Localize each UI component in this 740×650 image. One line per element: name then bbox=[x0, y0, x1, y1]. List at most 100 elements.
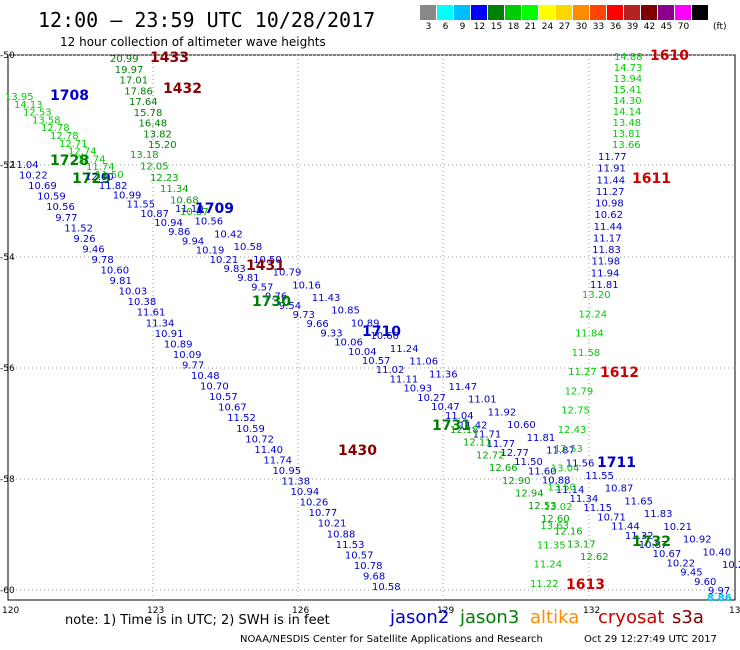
wave-height-value: 10.26 bbox=[300, 498, 329, 509]
wave-height-value: 10.95 bbox=[272, 466, 301, 477]
wave-height-value: 13.66 bbox=[612, 140, 641, 151]
wave-height-value: 12.60 bbox=[541, 514, 570, 525]
wave-height-value: 11.02 bbox=[376, 365, 405, 376]
wave-height-value: 14.30 bbox=[613, 96, 642, 107]
wave-height-value: 10.19 bbox=[196, 246, 225, 257]
wave-height-value: 9.46 bbox=[82, 244, 104, 255]
sat-label-altika: altika bbox=[530, 607, 580, 628]
wave-height-value: 13.58 bbox=[32, 115, 61, 126]
wave-height-value: 11.34 bbox=[146, 318, 175, 329]
wave-height-value: 12.94 bbox=[515, 489, 544, 500]
legend-swatch bbox=[692, 5, 709, 20]
legend-swatch bbox=[675, 5, 692, 20]
wave-height-value: 11.77 bbox=[486, 439, 515, 450]
wave-height-value: 10.89 bbox=[164, 339, 193, 350]
wave-height-value: 9.77 bbox=[182, 360, 204, 371]
legend-swatch bbox=[658, 5, 675, 20]
wave-height-value: 9.81 bbox=[110, 276, 132, 287]
color-scale-unit: (ft) bbox=[713, 22, 727, 32]
map-subtitle: 12 hour collection of altimeter wave hei… bbox=[60, 35, 326, 49]
wave-height-value: 11.58 bbox=[572, 348, 601, 359]
wave-height-value: 11.04 bbox=[10, 160, 39, 171]
wave-height-value: 10.16 bbox=[292, 280, 321, 291]
wave-height-value: 9.66 bbox=[307, 319, 329, 330]
wave-height-value: 11.61 bbox=[137, 308, 166, 319]
wave-height-value: 10.48 bbox=[191, 371, 220, 382]
wave-height-value: 11.92 bbox=[488, 407, 517, 418]
wave-height-value: 10.56 bbox=[46, 202, 75, 213]
wave-height-value: 10.93 bbox=[403, 384, 432, 395]
wave-height-value: 11.10 bbox=[175, 204, 204, 215]
wave-height-value: 12.53 bbox=[528, 501, 557, 512]
color-scale-ticks: 3 6 9 12 15 18 21 24 27 30 33 36 39 42 45 70 bbox=[420, 22, 692, 32]
wave-height-value: 11.42 bbox=[459, 420, 488, 431]
legend-swatch bbox=[488, 5, 505, 20]
wave-height-value: 11.77 bbox=[598, 152, 627, 163]
wave-height-value: 11.38 bbox=[282, 477, 311, 488]
wave-height-value: 11.44 bbox=[594, 222, 623, 233]
legend-tick: 21 bbox=[524, 22, 537, 32]
lat-tick-label: -56 bbox=[0, 364, 15, 374]
legend-tick: 15 bbox=[490, 22, 503, 32]
wave-height-value: 10.60 bbox=[507, 420, 536, 431]
wave-height-value: 11.84 bbox=[575, 329, 604, 340]
wave-height-value: 9.97 bbox=[708, 586, 730, 597]
sat-label-jason2: jason2 bbox=[390, 607, 450, 628]
wave-height-value: 10.69 bbox=[28, 181, 57, 192]
legend-swatch bbox=[437, 5, 454, 20]
wave-height-value: 9.76 bbox=[265, 292, 287, 303]
wave-height-value: 10.88 bbox=[542, 476, 571, 487]
track-id-label: 1731 bbox=[432, 418, 471, 434]
color-scale-legend bbox=[420, 5, 709, 20]
lat-tick-label: -58 bbox=[0, 475, 15, 485]
wave-height-value: 17.64 bbox=[129, 97, 158, 108]
wave-height-value: 10.88 bbox=[327, 529, 356, 540]
wave-height-value: 9.33 bbox=[320, 328, 342, 339]
wave-height-value: 9.83 bbox=[223, 264, 245, 275]
wave-height-value: 13.94 bbox=[614, 74, 643, 85]
wave-height-value: 10.59 bbox=[236, 424, 265, 435]
wave-height-value: 10.87 bbox=[140, 209, 169, 220]
wave-height-value: 10.47 bbox=[431, 402, 460, 413]
wave-height-value: 11.24 bbox=[533, 560, 562, 571]
wave-height-value: 11.36 bbox=[429, 369, 458, 380]
wave-height-value: 12.53 bbox=[554, 444, 583, 455]
lat-tick-label: -54 bbox=[0, 253, 15, 263]
wave-height-value: 11.32 bbox=[625, 531, 654, 542]
legend-swatch bbox=[539, 5, 556, 20]
legend-tick: 6 bbox=[442, 22, 449, 32]
wave-height-value: 10.58 bbox=[372, 582, 401, 593]
wave-height-value: 13.63 bbox=[540, 521, 569, 532]
wave-height-value: 12.53 bbox=[23, 108, 52, 119]
legend-swatch bbox=[624, 5, 641, 20]
wave-height-value: 10.62 bbox=[594, 210, 623, 221]
wave-height-value: 10.70 bbox=[200, 382, 229, 393]
wave-height-value: 10.98 bbox=[595, 199, 624, 210]
wave-height-value: 11.50 bbox=[514, 457, 543, 468]
wave-height-value: 12.05 bbox=[140, 161, 169, 172]
track-id-label: 1432 bbox=[163, 81, 202, 97]
track-id-label: 1610 bbox=[650, 48, 689, 64]
wave-height-value: 12.66 bbox=[489, 463, 518, 474]
wave-height-value: 12.11 bbox=[463, 438, 492, 449]
wave-height-value: 13.95 bbox=[5, 92, 34, 103]
wave-height-value: 11.34 bbox=[160, 184, 189, 195]
wave-height-value: 11.04 bbox=[445, 411, 474, 422]
lon-tick-label: 120 bbox=[2, 606, 19, 616]
lon-tick-label: 123 bbox=[147, 606, 164, 616]
lon-tick-label: 126 bbox=[292, 606, 309, 616]
wave-height-value: 15.20 bbox=[148, 140, 177, 151]
lon-tick-label: 132 bbox=[583, 606, 600, 616]
wave-height-value: 13.02 bbox=[544, 502, 573, 513]
wave-height-value: 11.56 bbox=[566, 458, 595, 469]
wave-height-value: 13.20 bbox=[582, 290, 611, 301]
legend-swatch bbox=[607, 5, 624, 20]
legend-swatch bbox=[454, 5, 471, 20]
wave-height-value: 11.53 bbox=[336, 540, 365, 551]
wave-height-value: 10.57 bbox=[345, 550, 374, 561]
wave-height-value: 17.86 bbox=[124, 86, 153, 97]
wave-height-value: 11.44 bbox=[597, 175, 626, 186]
wave-height-value: 9.78 bbox=[91, 255, 113, 266]
footer-timestamp: Oct 29 12:27:49 UTC 2017 bbox=[584, 634, 717, 645]
